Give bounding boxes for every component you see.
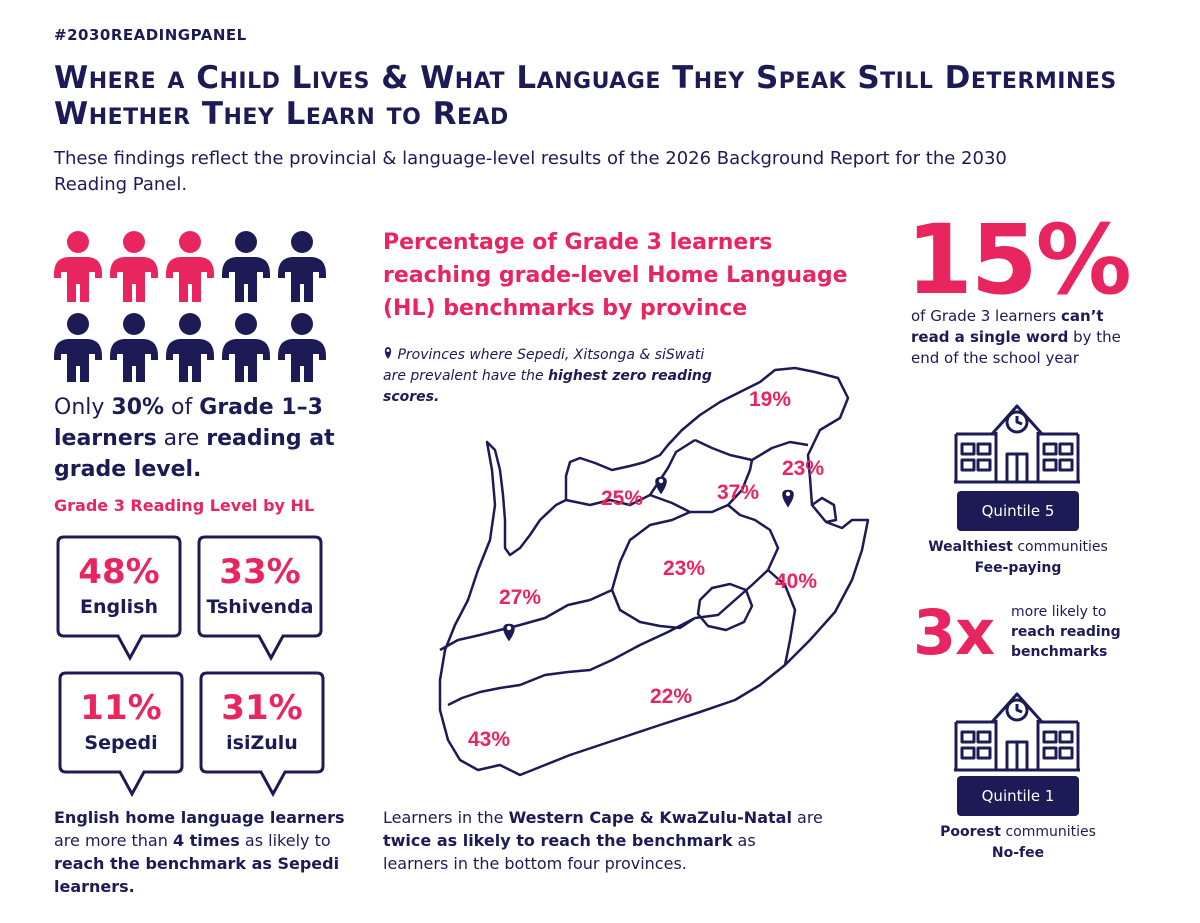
multiplier-note: more likely to reach reading benchmarks xyxy=(1011,604,1121,660)
south-africa-map: 19% 23% 25% 37% 23% 40% 27% 22% 43% xyxy=(438,366,870,777)
map-border xyxy=(439,588,613,652)
map-border xyxy=(649,459,754,514)
person-icon xyxy=(222,231,270,302)
person-icon xyxy=(278,231,326,302)
province-northerncape-value: 27% xyxy=(499,586,541,609)
person-icon xyxy=(110,313,158,382)
person-icon xyxy=(110,231,158,302)
map-pin-icon xyxy=(655,476,667,495)
province-easterncape-value: 22% xyxy=(650,685,692,708)
stat-30-percent: Only 30% of Grade 1–3 learners are readi… xyxy=(54,395,335,482)
school-icon xyxy=(954,692,1080,772)
language-pct: 33% xyxy=(219,552,301,592)
school-icon xyxy=(954,404,1080,484)
province-limpopo-value: 19% xyxy=(749,388,791,411)
quintile-5-label: Quintile 5 xyxy=(957,491,1079,531)
person-icon xyxy=(54,313,102,382)
speech-bubble-icon xyxy=(197,535,323,662)
map-heading: Percentage of Grade 3 learners reaching … xyxy=(383,230,848,321)
speech-bubble-icon xyxy=(56,535,182,662)
page-subtitle: These findings reflect the provincial & … xyxy=(54,148,1007,195)
speech-bubble-icon xyxy=(199,671,325,798)
language-name: English xyxy=(80,596,158,618)
language-pct: 31% xyxy=(221,688,303,728)
province-freestate-value: 23% xyxy=(663,557,705,580)
language-bubble-sepedi: 11% Sepedi xyxy=(58,670,184,798)
map-pin-icon xyxy=(383,346,393,360)
eswatini-outline xyxy=(811,496,838,524)
quintile-5-description: Wealthiest communities Fee-paying xyxy=(928,539,1108,576)
people-pictogram xyxy=(54,231,326,382)
language-name: Sepedi xyxy=(84,732,158,754)
map-border xyxy=(694,504,780,620)
language-name: isiZulu xyxy=(226,732,298,754)
person-icon xyxy=(166,231,214,302)
language-pct: 11% xyxy=(80,688,162,728)
quintile-1-label: Quintile 1 xyxy=(957,776,1079,816)
province-mpumalanga-value: 23% xyxy=(782,457,824,480)
hashtag: #2030READINGPANEL xyxy=(54,26,247,44)
hl-heading: Grade 3 Reading Level by HL xyxy=(54,496,315,515)
big-stat-note: of Grade 3 learners can’t read a single … xyxy=(911,307,1121,367)
person-icon xyxy=(278,313,326,382)
language-bubble-isizulu: 31% isiZulu xyxy=(199,670,325,798)
big-stat-15: 15% xyxy=(906,204,1132,316)
english-note: English home language learners are more … xyxy=(54,808,345,896)
page-title: Where a Child Lives & What Language They… xyxy=(54,60,1117,132)
map-pin-icon xyxy=(782,489,794,508)
speech-bubble-icon xyxy=(58,671,184,798)
multiplier-value: 3x xyxy=(913,596,995,669)
province-kzn-value: 40% xyxy=(775,570,817,593)
map-outline xyxy=(438,366,870,777)
language-name: Tshivenda xyxy=(206,596,314,618)
map-border xyxy=(767,569,797,666)
person-icon xyxy=(166,313,214,382)
language-bubble-english: 48% English xyxy=(56,534,182,662)
person-icon xyxy=(222,313,270,382)
province-northwest-value: 25% xyxy=(601,487,643,510)
map-pin-icon xyxy=(503,623,515,642)
map-footnote: Learners in the Western Cape & KwaZulu-N… xyxy=(383,808,823,873)
language-pct: 48% xyxy=(78,552,160,592)
quintile-1-description: Poorest communities No-fee xyxy=(940,824,1096,861)
language-bubble-tshivenda: 33% Tshivenda xyxy=(197,534,323,662)
province-gauteng-value: 37% xyxy=(717,481,759,504)
person-icon xyxy=(54,231,102,302)
map-border xyxy=(447,616,696,707)
map-pins xyxy=(503,476,794,642)
province-westerncape-value: 43% xyxy=(468,728,510,751)
map-note: Provinces where Sepedi, Xitsonga & siSwa… xyxy=(383,346,712,405)
lesotho-outline xyxy=(696,582,754,632)
